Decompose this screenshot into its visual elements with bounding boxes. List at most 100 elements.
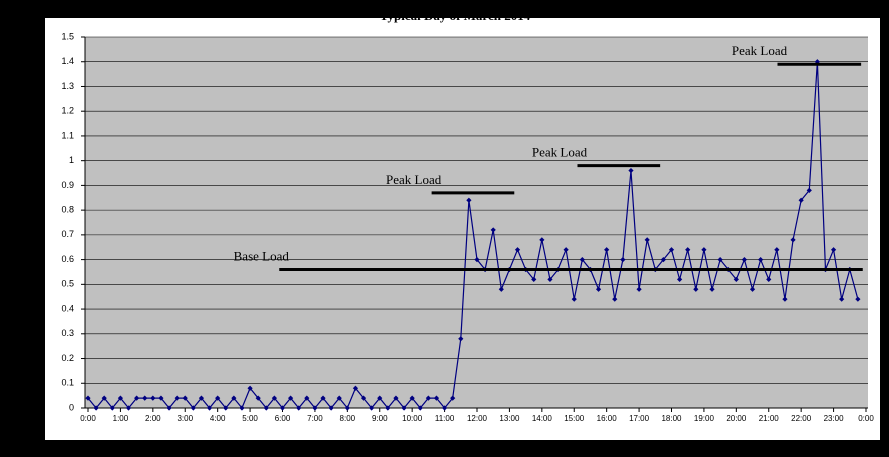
data-point xyxy=(766,276,772,282)
data-point xyxy=(150,395,156,401)
y-tick-label: 0.9 xyxy=(61,180,74,190)
x-tick-label: 19:00 xyxy=(694,414,715,423)
data-point xyxy=(279,405,286,411)
data-point xyxy=(142,395,148,401)
data-point xyxy=(668,247,675,253)
data-point xyxy=(830,247,837,253)
data-point xyxy=(839,296,845,302)
data-point xyxy=(377,395,383,401)
y-tick-label: 1.4 xyxy=(61,56,74,66)
data-point xyxy=(531,276,537,282)
data-point xyxy=(352,385,359,391)
data-point xyxy=(101,395,107,401)
series-line xyxy=(87,61,859,410)
data-point xyxy=(409,395,415,401)
data-point xyxy=(385,405,391,411)
data-point xyxy=(490,227,496,233)
data-point xyxy=(166,405,172,411)
x-tick-label: 21:00 xyxy=(759,414,780,423)
data-point xyxy=(563,247,569,253)
data-point xyxy=(717,257,723,263)
y-tick-label: 0.3 xyxy=(61,328,74,338)
x-tick-label: 2:00 xyxy=(145,414,161,423)
data-point xyxy=(628,167,634,174)
data-point xyxy=(749,286,756,292)
data-point xyxy=(741,257,748,263)
data-point xyxy=(134,395,140,401)
data-point xyxy=(595,286,602,292)
y-tick-label: 0.2 xyxy=(61,353,74,363)
y-tick-label: 0.6 xyxy=(61,254,74,264)
data-point xyxy=(239,405,245,411)
y-tick-label: 1.2 xyxy=(61,106,74,116)
data-point xyxy=(296,405,302,411)
data-point xyxy=(579,257,585,263)
x-tick-label: 11:00 xyxy=(435,414,455,423)
data-point xyxy=(701,247,707,253)
data-point xyxy=(93,405,99,411)
x-tick-label: 23:00 xyxy=(824,414,845,423)
data-point xyxy=(263,405,269,411)
data-point xyxy=(620,257,626,263)
annotation-label: Peak Load xyxy=(532,145,588,160)
data-point xyxy=(814,59,820,65)
data-point xyxy=(288,395,294,401)
x-tick-label: 14:00 xyxy=(532,414,553,423)
data-point xyxy=(117,395,124,401)
chart-title: Typical Day of March 2014 xyxy=(380,8,531,23)
data-point xyxy=(231,395,237,401)
x-tick-label: 20:00 xyxy=(726,414,747,423)
x-tick-label: 0:00 xyxy=(80,414,96,423)
data-point xyxy=(312,405,318,411)
data-point xyxy=(790,237,796,243)
data-point xyxy=(571,296,577,302)
data-point xyxy=(247,385,253,391)
x-tick-label: 4:00 xyxy=(210,414,226,423)
data-point xyxy=(474,257,480,263)
annotation-label: Peak Load xyxy=(732,43,788,58)
data-point xyxy=(174,395,180,401)
data-point xyxy=(401,405,407,411)
x-tick-label: 13:00 xyxy=(499,414,520,423)
y-tick-label: 0.1 xyxy=(61,378,74,388)
data-point xyxy=(158,395,164,401)
x-tick-label: 0:00 xyxy=(858,414,874,423)
data-point xyxy=(758,257,764,263)
x-tick-label: 8:00 xyxy=(340,414,356,423)
data-point xyxy=(328,405,334,411)
data-point xyxy=(271,395,277,401)
annotation-label: Peak Load xyxy=(386,172,442,187)
x-tick-label: 6:00 xyxy=(275,414,291,423)
data-point xyxy=(344,405,350,411)
x-tick-label: 9:00 xyxy=(372,414,388,423)
data-point xyxy=(336,395,342,401)
y-tick-label: 1.3 xyxy=(61,81,74,91)
data-point xyxy=(636,286,642,292)
data-point xyxy=(514,247,521,253)
data-point xyxy=(782,296,788,302)
y-tick-label: 0 xyxy=(69,402,74,412)
x-tick-label: 10:00 xyxy=(402,414,423,423)
data-point xyxy=(417,405,423,411)
data-point xyxy=(190,405,196,411)
data-point xyxy=(733,276,739,282)
data-point xyxy=(255,395,261,401)
data-point xyxy=(458,336,464,342)
data-point xyxy=(685,247,691,253)
x-tick-label: 17:00 xyxy=(629,414,650,423)
data-point xyxy=(547,276,553,282)
data-point xyxy=(855,296,861,302)
data-point xyxy=(677,276,683,282)
data-point xyxy=(223,405,229,411)
y-tick-label: 0.7 xyxy=(61,229,74,239)
x-tick-label: 3:00 xyxy=(177,414,193,423)
data-point xyxy=(360,395,367,401)
y-tick-label: 0.5 xyxy=(61,279,74,289)
data-point xyxy=(539,237,545,243)
y-tick-label: 1 xyxy=(69,155,74,165)
data-point xyxy=(604,247,610,253)
data-point xyxy=(693,286,699,292)
y-tick-label: 1.1 xyxy=(61,130,74,140)
x-tick-label: 22:00 xyxy=(791,414,812,423)
